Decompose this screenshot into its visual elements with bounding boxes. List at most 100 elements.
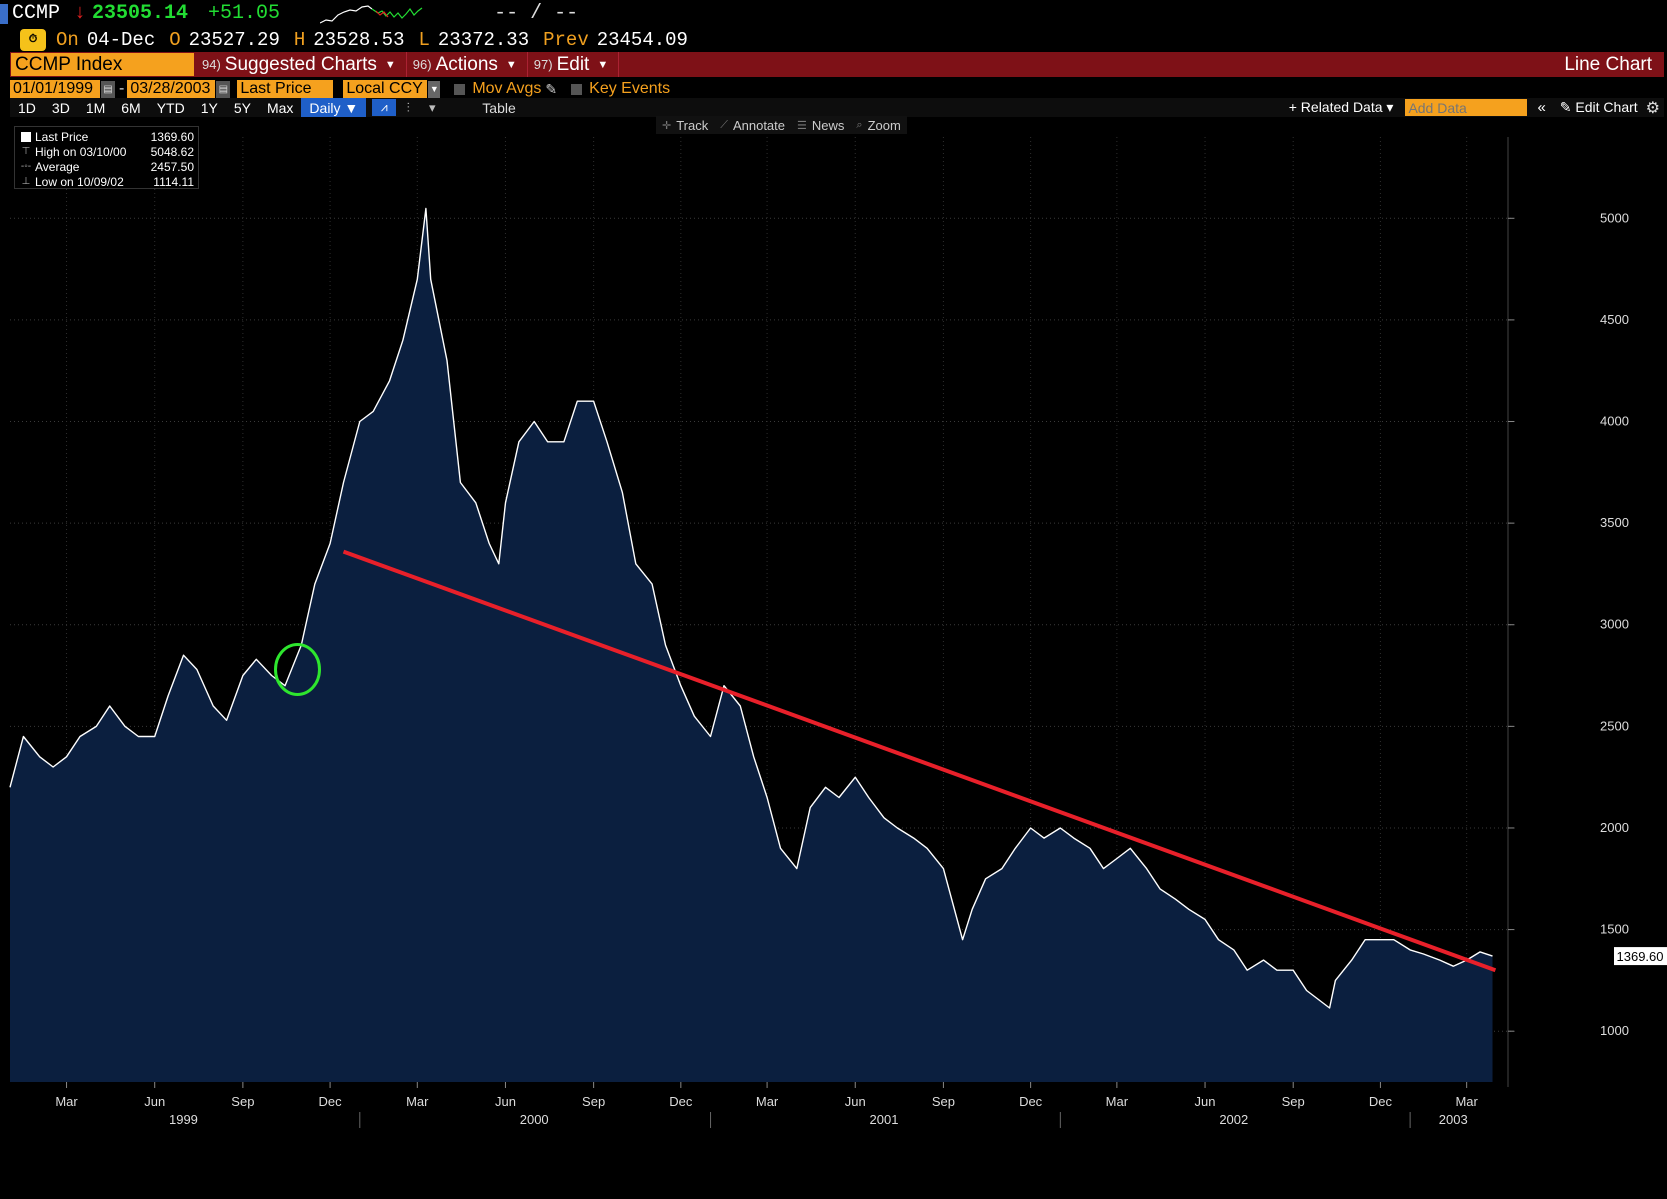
chart-area[interactable]: 1000 1500 2000 2500 3000 3500 4000 4500 5000 1369… [0, 117, 1667, 1199]
right-controls: + Related Data ▾ « ✎ Edit Chart ⚙ [1277, 98, 1664, 117]
legend-high: ⊤ High on 03/10/00 5048.62 [19, 144, 194, 159]
date-controls: 01/01/1999 ▤ - 03/28/2003 ▤ Last Price L… [10, 79, 670, 99]
period-3d[interactable]: 3D [51, 99, 70, 116]
mov-avgs-checkbox[interactable] [454, 83, 466, 95]
x-tick-label: Mar [756, 1094, 779, 1109]
period-5y[interactable]: 5Y [233, 99, 251, 116]
actions-menu[interactable]: 96) Actions ▼ [407, 52, 528, 77]
field-select[interactable]: Last Price [237, 79, 334, 99]
chart-legend: Last Price 1369.60 ⊤ High on 03/10/00 50… [14, 126, 199, 189]
zoom-tool[interactable]: ⌕ Zoom [850, 118, 906, 133]
related-data-label: Related Data [1300, 99, 1383, 115]
y-tick-label: 3500 [1600, 515, 1629, 530]
prev-value: 23454.09 [596, 29, 688, 51]
average-marker-icon: -◦- [20, 161, 32, 172]
magnifier-icon: ⌕ [856, 118, 863, 131]
x-tick-label: Mar [1106, 1094, 1129, 1109]
chart-style-caret-icon[interactable]: ▾ [429, 99, 436, 115]
last-price: 23505.14 [92, 2, 189, 25]
period-ytd[interactable]: YTD [156, 99, 185, 116]
key-events-checkbox[interactable] [571, 83, 583, 95]
legend-value: 2457.50 [150, 159, 194, 174]
x-tick-label: Dec [1019, 1094, 1043, 1109]
news-tool[interactable]: ☰ News [791, 118, 850, 133]
calendar-icon[interactable]: ▤ [216, 80, 231, 98]
period-max[interactable]: Max [266, 99, 294, 116]
y-tick-label: 4500 [1600, 312, 1629, 327]
gear-icon[interactable]: ⚙ [1645, 99, 1660, 117]
y-tick-label: 1000 [1600, 1023, 1629, 1038]
price-area [10, 208, 1493, 1082]
legend-label: Average [35, 159, 80, 174]
x-tick-label: Mar [55, 1094, 78, 1109]
low-value: 23372.33 [437, 29, 530, 51]
trend-line [342, 549, 1497, 973]
legend-average: -◦- Average 2457.50 [19, 159, 194, 174]
mov-avgs-label[interactable]: Mov Avgs [472, 80, 542, 97]
ticker[interactable]: CCMP [12, 2, 61, 25]
period-1m[interactable]: 1M [85, 99, 106, 116]
x-year-label: 2002 [1219, 1112, 1248, 1127]
caret-down-icon: ▼ [505, 58, 517, 71]
x-tick-label: Jun [495, 1094, 516, 1109]
chart-tools: ✛ Track ⟋ Annotate ☰ News ⌕ Zoom [656, 116, 907, 134]
menu-label: Suggested Charts [224, 53, 377, 75]
high-marker-icon: ⊤ [21, 146, 31, 157]
track-tool[interactable]: ✛ Track [656, 118, 714, 133]
last-price-tag-label: 1369.60 [1617, 949, 1664, 964]
quote-date: 04-Dec [86, 29, 156, 51]
related-data-menu[interactable]: + Related Data ▾ [1288, 99, 1394, 115]
menu-number: 94) [202, 57, 221, 72]
range-dash: - [119, 80, 125, 97]
x-tick-label: Sep [1282, 1094, 1305, 1109]
legend-last-price[interactable]: Last Price 1369.60 [19, 129, 194, 144]
prev-label: Prev [543, 29, 589, 51]
legend-value: 1114.11 [153, 174, 194, 189]
down-arrow-icon: ↓ [74, 2, 87, 25]
on-label: On [56, 29, 79, 51]
legend-low: ⊥ Low on 10/09/02 1114.11 [19, 174, 194, 189]
x-tick-label: Sep [582, 1094, 605, 1109]
annotate-tool[interactable]: ⟋ Annotate [714, 118, 791, 133]
line-chart-icon[interactable]: ⩘ [372, 99, 397, 116]
frequency-select[interactable]: Daily ▼ [301, 98, 367, 117]
start-date-input[interactable]: 01/01/1999 [10, 79, 100, 99]
legend-value: 5048.62 [150, 144, 194, 159]
y-tick-label: 3000 [1600, 617, 1629, 632]
key-events-label[interactable]: Key Events [589, 80, 671, 97]
edit-chart-button[interactable]: ✎ Edit Chart [1559, 99, 1638, 115]
x-tick-label: Sep [932, 1094, 955, 1109]
period-6m[interactable]: 6M [121, 99, 141, 116]
low-label: L [418, 29, 430, 51]
pencil-icon[interactable]: ✎ [545, 80, 558, 97]
table-tab[interactable]: Table [482, 99, 516, 116]
end-date-input[interactable]: 03/28/2003 [127, 79, 216, 99]
caret-down-icon[interactable]: ▼ [428, 80, 441, 98]
security-title[interactable]: CCMP Index [11, 53, 194, 76]
menu-number: 96) [412, 57, 432, 72]
currency-select[interactable]: Local CCY [343, 79, 428, 99]
chart-type-label: Line Chart [1564, 53, 1652, 75]
clock-icon[interactable]: ⏱ [20, 29, 46, 51]
edit-menu[interactable]: 97) Edit ▼ [528, 52, 620, 77]
period-1d[interactable]: 1D [18, 99, 36, 116]
tool-label: Annotate [732, 117, 785, 133]
suggested-charts-menu[interactable]: 94) Suggested Charts ▼ [196, 52, 407, 77]
period-bar: 1D 3D 1M 6M YTD 1Y 5Y Max Daily ▼ ⩘ ⫶ ▾ … [10, 98, 1664, 117]
x-tick-label: Jun [144, 1094, 165, 1109]
period-1y[interactable]: 1Y [200, 99, 218, 116]
price-chart[interactable]: 1000 1500 2000 2500 3000 3500 4000 4500 5000 1369… [0, 117, 1667, 1199]
calendar-icon[interactable]: ▤ [101, 80, 115, 98]
y-tick-label: 4000 [1600, 414, 1629, 429]
add-data-input[interactable] [1405, 99, 1528, 116]
function-toolbar: CCMP Index 94) Suggested Charts ▼ 96) Ac… [10, 52, 1664, 77]
bar-chart-icon[interactable]: ⫶ [406, 99, 410, 115]
x-year-label: 2001 [870, 1112, 899, 1127]
collapse-icon[interactable]: « [1537, 99, 1546, 116]
x-tick-label: Sep [231, 1094, 254, 1109]
annotate-icon: ⟋ [720, 118, 728, 131]
y-tick-label: 5000 [1600, 210, 1629, 225]
x-year-label: 1999 [169, 1112, 198, 1127]
x-tick-label: Dec [319, 1094, 343, 1109]
legend-label: High on 03/10/00 [35, 144, 127, 159]
